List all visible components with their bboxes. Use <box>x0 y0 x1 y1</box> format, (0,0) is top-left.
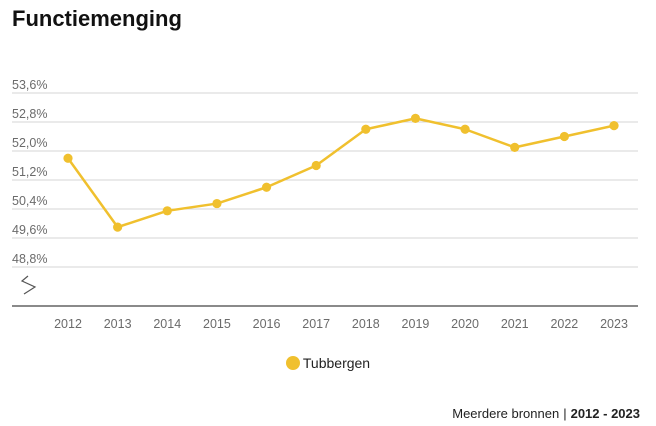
source-separator: | <box>563 406 567 421</box>
x-tick-label: 2021 <box>501 317 529 331</box>
source-text: Meerdere bronnen <box>452 406 560 421</box>
data-point <box>510 142 520 152</box>
x-tick-label: 2014 <box>153 317 181 331</box>
data-point <box>410 113 421 123</box>
x-tick-label: 2017 <box>302 317 330 331</box>
x-tick-label: 2023 <box>600 317 628 331</box>
x-tick-label: 2020 <box>451 317 479 331</box>
x-tick-label: 2015 <box>203 317 231 331</box>
x-tick-label: 2018 <box>352 317 380 331</box>
data-point <box>113 222 123 232</box>
series-line <box>66 117 615 229</box>
y-tick-label: 53,6% <box>12 78 47 92</box>
chart-title: Functiemenging <box>12 6 182 31</box>
source-note: Meerdere bronnen | 2012 - 2023 <box>452 406 640 421</box>
data-point <box>460 124 470 134</box>
data-point <box>361 124 371 134</box>
x-tick-label: 2012 <box>54 317 82 331</box>
data-point <box>63 153 73 163</box>
data-point <box>559 131 569 142</box>
legend-label: Tubbergen <box>302 355 371 371</box>
y-tick-label: 50,4% <box>12 194 47 208</box>
legend[interactable]: Tubbergen <box>0 355 656 371</box>
x-tick-label: 2016 <box>253 317 281 331</box>
data-point <box>609 121 619 131</box>
data-point <box>261 182 272 192</box>
data-point <box>311 160 321 171</box>
y-tick-label: 49,6% <box>12 223 47 237</box>
data-point <box>162 206 172 216</box>
data-point <box>212 198 222 209</box>
x-tick-label: 2013 <box>104 317 132 331</box>
x-tick-label: 2019 <box>402 317 430 331</box>
y-tick-label: 52,8% <box>12 107 47 121</box>
y-tick-label: 52,0% <box>12 136 47 150</box>
legend-marker <box>285 356 300 370</box>
x-tick-label: 2022 <box>550 317 578 331</box>
y-tick-label: 48,8% <box>12 252 47 266</box>
y-tick-label: 51,2% <box>12 165 47 179</box>
axis-break-icon <box>20 275 37 295</box>
source-years: 2012 - 2023 <box>570 406 640 421</box>
